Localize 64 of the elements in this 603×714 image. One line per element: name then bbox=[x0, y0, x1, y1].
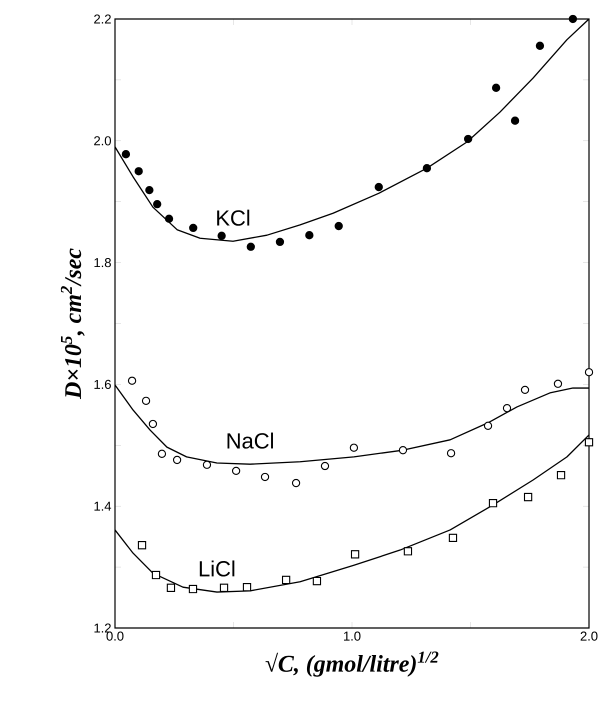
point bbox=[189, 224, 198, 232]
series-label: KCl bbox=[217, 210, 250, 226]
x-tick-label: 1.0 bbox=[344, 632, 361, 641]
point bbox=[305, 231, 314, 240]
point bbox=[422, 164, 432, 172]
y-tick-label: 1.6 bbox=[94, 380, 111, 389]
x-axis-title: √C, (gmol/litre)$^{1/2}$ bbox=[266, 652, 438, 677]
point bbox=[128, 376, 136, 385]
point bbox=[158, 450, 166, 458]
point bbox=[312, 576, 322, 586]
point bbox=[276, 238, 284, 246]
point bbox=[464, 134, 472, 144]
point bbox=[172, 456, 182, 464]
point bbox=[520, 386, 530, 394]
point bbox=[232, 466, 240, 476]
point bbox=[145, 186, 154, 194]
point bbox=[350, 444, 358, 452]
point bbox=[524, 492, 532, 502]
series-label: LiCl bbox=[200, 560, 234, 577]
point bbox=[246, 242, 255, 251]
point bbox=[404, 547, 412, 556]
point bbox=[138, 541, 146, 550]
point bbox=[218, 232, 226, 240]
point bbox=[510, 116, 520, 125]
y-tick-label: 1.4 bbox=[94, 502, 112, 511]
point bbox=[446, 449, 456, 458]
point bbox=[554, 380, 562, 388]
point bbox=[584, 368, 594, 376]
point bbox=[502, 404, 512, 412]
point bbox=[398, 446, 408, 454]
point bbox=[350, 550, 360, 558]
point bbox=[153, 200, 162, 208]
point bbox=[492, 84, 500, 92]
point bbox=[374, 182, 383, 192]
point bbox=[188, 584, 198, 594]
point bbox=[556, 470, 566, 480]
point bbox=[448, 534, 458, 542]
point bbox=[134, 167, 143, 176]
point bbox=[568, 14, 578, 24]
point bbox=[488, 499, 498, 508]
x-tick-label: 2.0 bbox=[580, 632, 598, 641]
y-axis-title: D×10$^{5}$, cm$^{2}$/sec bbox=[60, 248, 85, 400]
point bbox=[536, 42, 544, 50]
point bbox=[202, 460, 212, 469]
y-tick-label: 2.0 bbox=[94, 136, 111, 146]
point bbox=[152, 570, 160, 580]
point bbox=[260, 472, 270, 482]
point bbox=[166, 584, 176, 592]
y-tick-label: 1.8 bbox=[94, 258, 111, 268]
point bbox=[292, 478, 300, 488]
point bbox=[320, 462, 330, 470]
y-tick-label: 2.2 bbox=[94, 14, 111, 24]
point bbox=[584, 438, 594, 446]
series-label: NaCl bbox=[228, 432, 273, 449]
point bbox=[148, 420, 158, 428]
point bbox=[220, 584, 228, 592]
point bbox=[242, 583, 252, 592]
point bbox=[164, 214, 174, 223]
point bbox=[484, 422, 492, 430]
point bbox=[142, 396, 150, 405]
point bbox=[122, 150, 130, 158]
y-tick-label: 1.2 bbox=[94, 623, 111, 633]
point bbox=[334, 222, 343, 230]
point bbox=[282, 576, 290, 584]
